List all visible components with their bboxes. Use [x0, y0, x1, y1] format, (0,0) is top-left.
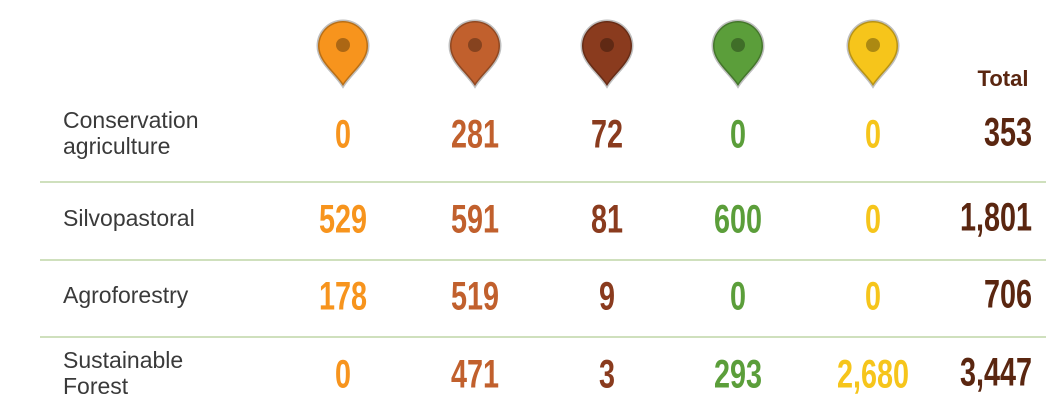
cell-value: 293 — [714, 352, 762, 397]
row-label: Agroforestry — [63, 282, 189, 308]
map-pin — [711, 19, 765, 89]
pin-dot — [731, 38, 745, 52]
cell-value: 591 — [451, 197, 499, 242]
pin-dot — [468, 38, 482, 52]
row-label: agriculture — [63, 133, 170, 159]
cell-value: 0 — [335, 352, 351, 397]
cell-value: 519 — [451, 274, 499, 319]
pin-dot — [336, 38, 350, 52]
map-pin — [448, 19, 502, 89]
cell-value: 600 — [714, 197, 762, 242]
cell-value: 9 — [599, 274, 615, 319]
cell-value: 281 — [451, 112, 499, 157]
pin-dot — [866, 38, 880, 52]
row-total: 706 — [984, 272, 1032, 317]
cell-value: 3 — [599, 352, 615, 397]
row-label: Forest — [63, 373, 129, 399]
cell-value: 0 — [865, 112, 881, 157]
cell-value: 471 — [451, 352, 499, 397]
map-pin — [580, 19, 634, 89]
cell-value: 2,680 — [837, 352, 909, 397]
cell-value: 81 — [591, 197, 623, 242]
total-header: Total — [978, 66, 1029, 91]
map-pin — [846, 19, 900, 89]
row-total: 1,801 — [960, 195, 1032, 240]
cell-value: 0 — [730, 112, 746, 157]
cell-value: 178 — [319, 274, 367, 319]
pin-dot — [600, 38, 614, 52]
row-total: 353 — [984, 110, 1032, 155]
row-label: Sustainable — [63, 347, 183, 373]
row-label: Silvopastoral — [63, 205, 195, 231]
cell-value: 72 — [591, 112, 623, 157]
cell-value: 0 — [730, 274, 746, 319]
row-total: 3,447 — [960, 350, 1032, 395]
cell-value: 529 — [319, 197, 367, 242]
cell-value: 0 — [865, 274, 881, 319]
cell-value: 0 — [335, 112, 351, 157]
row-label: Conservation — [63, 107, 199, 133]
map-pin — [316, 19, 370, 89]
cell-value: 0 — [865, 197, 881, 242]
